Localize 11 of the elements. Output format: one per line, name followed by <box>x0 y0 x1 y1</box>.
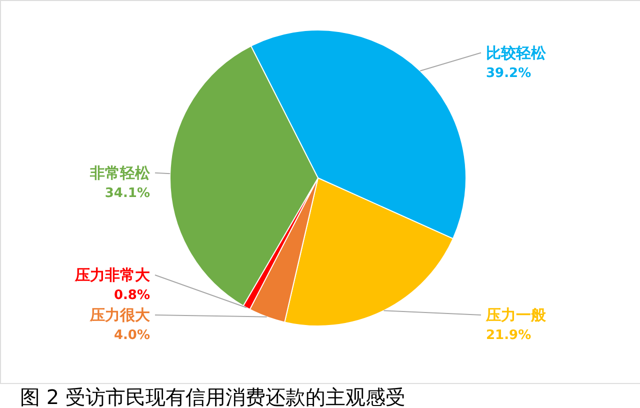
text: 图 2 受访市民现有信用消费还款的主观感受 <box>20 385 406 408</box>
slice-label: 压力一般 <box>485 306 547 324</box>
slice-label: 比较轻松 <box>486 44 547 62</box>
slice-label: 压力非常大 <box>74 266 151 284</box>
data-label: 39.2% <box>486 66 532 81</box>
data-label: 0.8% <box>114 288 150 303</box>
slice-label: 非常轻松 <box>89 164 151 182</box>
slice-label: 压力很大 <box>89 306 151 324</box>
data-label: 21.9% <box>486 328 532 343</box>
data-label: 4.0% <box>114 328 150 343</box>
data-label: 34.1% <box>104 186 150 201</box>
